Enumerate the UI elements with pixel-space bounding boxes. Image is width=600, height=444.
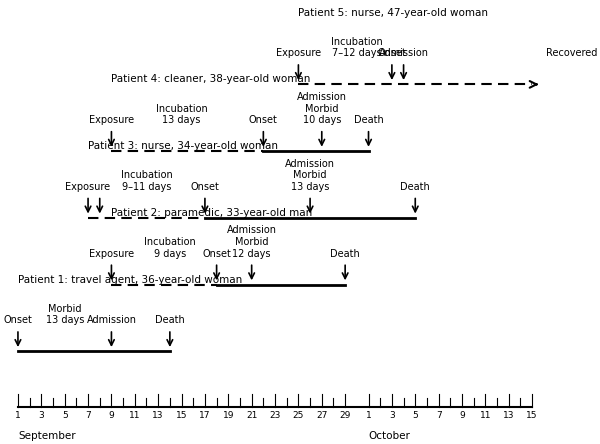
Text: 29: 29	[340, 411, 351, 420]
Text: Recovered: Recovered	[546, 48, 598, 59]
Text: Exposure: Exposure	[65, 182, 110, 192]
Text: 1: 1	[365, 411, 371, 420]
Text: Exposure: Exposure	[276, 48, 321, 59]
Text: 17: 17	[199, 411, 211, 420]
Text: 3: 3	[38, 411, 44, 420]
Text: Incubation
9 days: Incubation 9 days	[144, 237, 196, 259]
Text: 25: 25	[293, 411, 304, 420]
Text: 11: 11	[129, 411, 140, 420]
Text: 11: 11	[479, 411, 491, 420]
Text: Patient 5: nurse, 47-year-old woman: Patient 5: nurse, 47-year-old woman	[298, 8, 488, 18]
Text: Incubation
7–12 days: Incubation 7–12 days	[331, 37, 383, 59]
Text: Death: Death	[155, 315, 185, 325]
Text: 13: 13	[503, 411, 514, 420]
Text: Admission: Admission	[379, 48, 428, 59]
Text: 9: 9	[109, 411, 115, 420]
Text: Admission
Morbid
12 days: Admission Morbid 12 days	[227, 226, 277, 259]
Text: Admission
Morbid
10 days: Admission Morbid 10 days	[297, 92, 347, 125]
Text: Admission: Admission	[86, 315, 136, 325]
Text: Onset: Onset	[249, 115, 278, 125]
Text: 13: 13	[152, 411, 164, 420]
Text: Death: Death	[400, 182, 430, 192]
Text: 19: 19	[223, 411, 234, 420]
Text: 27: 27	[316, 411, 328, 420]
Text: 3: 3	[389, 411, 395, 420]
Text: 5: 5	[412, 411, 418, 420]
Text: Onset: Onset	[4, 315, 32, 325]
Text: Incubation
13 days: Incubation 13 days	[155, 103, 208, 125]
Text: September: September	[18, 431, 76, 441]
Text: October: October	[368, 431, 410, 441]
Text: 5: 5	[62, 411, 68, 420]
Text: Admission
Morbid
13 days: Admission Morbid 13 days	[285, 159, 335, 192]
Text: Onset: Onset	[190, 182, 220, 192]
Text: Patient 2: paramedic, 33-year-old man: Patient 2: paramedic, 33-year-old man	[112, 208, 313, 218]
Text: Patient 1: travel agent, 36-year-old woman: Patient 1: travel agent, 36-year-old wom…	[18, 275, 242, 285]
Text: 23: 23	[269, 411, 281, 420]
Text: Patient 3: nurse, 34-year-old woman: Patient 3: nurse, 34-year-old woman	[88, 141, 278, 151]
Text: 15: 15	[526, 411, 538, 420]
Text: 21: 21	[246, 411, 257, 420]
Text: 7: 7	[85, 411, 91, 420]
Text: 1: 1	[15, 411, 21, 420]
Text: Patient 4: cleaner, 38-year-old woman: Patient 4: cleaner, 38-year-old woman	[112, 74, 311, 84]
Text: Death: Death	[330, 249, 360, 259]
Text: Onset: Onset	[202, 249, 231, 259]
Text: Exposure: Exposure	[89, 115, 134, 125]
Text: Death: Death	[353, 115, 383, 125]
Text: 9: 9	[459, 411, 465, 420]
Text: 7: 7	[436, 411, 442, 420]
Text: Morbid
13 days: Morbid 13 days	[46, 304, 84, 325]
Text: Onset: Onset	[377, 48, 406, 59]
Text: Incubation
9–11 days: Incubation 9–11 days	[121, 170, 172, 192]
Text: Exposure: Exposure	[89, 249, 134, 259]
Text: 15: 15	[176, 411, 187, 420]
